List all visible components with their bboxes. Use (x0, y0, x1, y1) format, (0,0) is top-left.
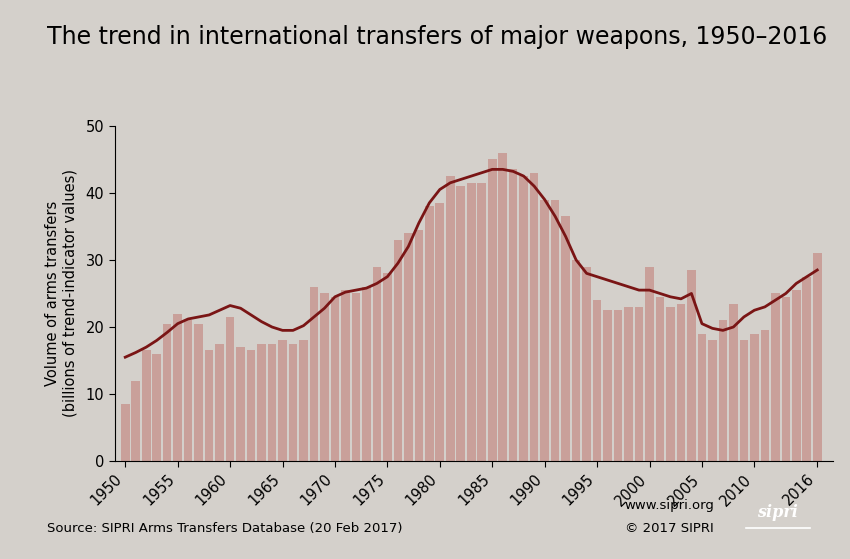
Bar (121, 404, 129, 461)
Bar (708, 340, 717, 461)
Bar (404, 233, 412, 461)
Bar (813, 253, 822, 461)
Bar (729, 304, 738, 461)
Text: © 2017 SIPRI: © 2017 SIPRI (625, 522, 713, 535)
Bar (604, 310, 612, 461)
Bar (278, 340, 286, 461)
Bar (635, 307, 643, 461)
Bar (530, 173, 538, 461)
Bar (163, 324, 172, 461)
Bar (509, 169, 518, 461)
Bar (698, 334, 706, 461)
Bar (205, 350, 213, 461)
Bar (132, 381, 140, 461)
Bar (226, 317, 235, 461)
Bar (561, 216, 570, 461)
Bar (519, 176, 528, 461)
Bar (750, 334, 759, 461)
Text: www.sipri.org: www.sipri.org (625, 499, 715, 513)
Bar (299, 340, 308, 461)
Bar (645, 267, 654, 461)
Bar (498, 153, 507, 461)
Text: Source: SIPRI Arms Transfers Database (20 Feb 2017): Source: SIPRI Arms Transfers Database (2… (47, 522, 402, 535)
Bar (320, 293, 329, 461)
Bar (195, 324, 203, 461)
Bar (478, 183, 486, 461)
Bar (425, 206, 434, 461)
Bar (551, 200, 559, 461)
Bar (236, 347, 245, 461)
Bar (624, 307, 633, 461)
Bar (415, 230, 423, 461)
Bar (677, 304, 685, 461)
Bar (740, 340, 748, 461)
Bar (541, 200, 549, 461)
Bar (394, 240, 402, 461)
Bar (666, 307, 675, 461)
Bar (572, 260, 581, 461)
Bar (383, 273, 392, 461)
Bar (467, 183, 475, 461)
Bar (687, 270, 696, 461)
Bar (152, 354, 161, 461)
Bar (446, 176, 455, 461)
Bar (331, 297, 339, 461)
Bar (142, 350, 150, 461)
Bar (362, 287, 371, 461)
Text: sipri: sipri (757, 504, 798, 520)
Bar (592, 300, 602, 461)
Bar (771, 293, 779, 461)
Text: The trend in international transfers of major weapons, 1950–2016: The trend in international transfers of … (47, 25, 827, 49)
Y-axis label: Volume of arms transfers
(billions of trend-indicator values): Volume of arms transfers (billions of tr… (45, 169, 77, 418)
Bar (372, 267, 381, 461)
Bar (582, 267, 591, 461)
Bar (781, 297, 790, 461)
Bar (173, 314, 182, 461)
Bar (655, 297, 665, 461)
Bar (435, 203, 444, 461)
Bar (792, 290, 801, 461)
Bar (718, 320, 728, 461)
Bar (268, 344, 276, 461)
Bar (184, 320, 192, 461)
Bar (456, 186, 465, 461)
Bar (215, 344, 224, 461)
Bar (761, 330, 769, 461)
Bar (309, 287, 318, 461)
Bar (802, 277, 811, 461)
Bar (614, 310, 622, 461)
Bar (289, 344, 297, 461)
Bar (341, 290, 349, 461)
Bar (246, 350, 255, 461)
Bar (352, 293, 360, 461)
Bar (258, 344, 266, 461)
Bar (488, 159, 496, 461)
